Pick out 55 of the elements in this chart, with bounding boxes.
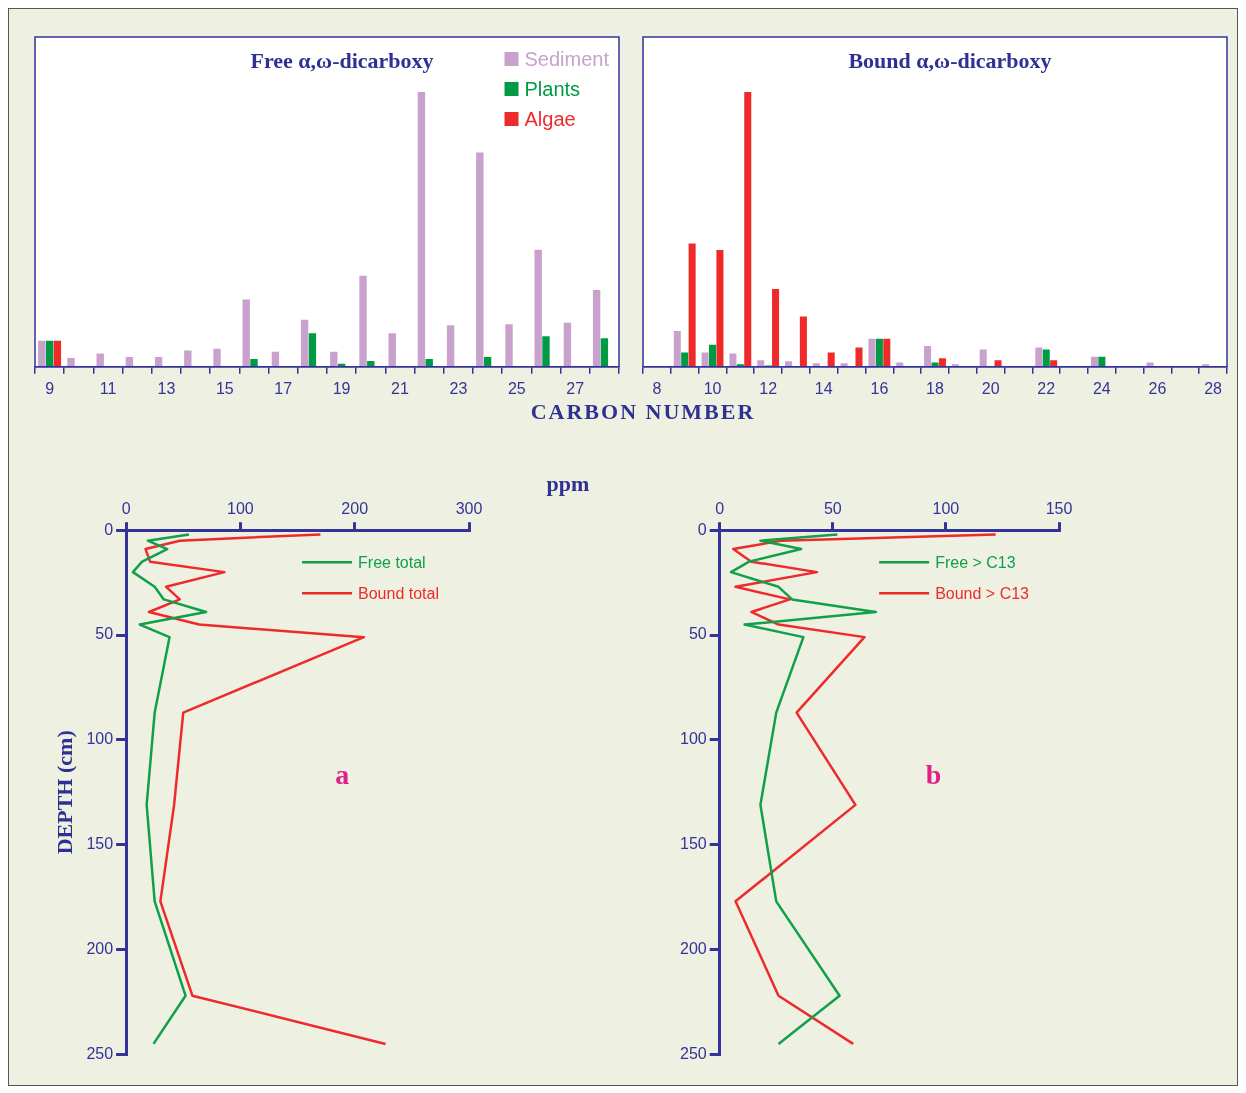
legend-label: Bound total — [358, 584, 439, 602]
x-tick-label: 28 — [1204, 379, 1223, 397]
x-tick-label: 14 — [814, 379, 833, 397]
x-axis-title: ppm — [545, 471, 591, 497]
legend-label: Plants — [524, 77, 581, 100]
y-tick-label: 250 — [86, 1044, 114, 1062]
x-tick-label: 100 — [227, 500, 254, 518]
x-tick-label: 19 — [332, 379, 351, 397]
legend-label: Bound > C13 — [935, 584, 1030, 602]
x-tick-label: 24 — [1092, 379, 1111, 397]
x-tick-label: 200 — [341, 500, 369, 518]
x-tick-label: 8 — [652, 379, 662, 397]
y-tick-label: 200 — [86, 939, 114, 957]
chart-title: Free α,ω-dicarboxy — [250, 47, 434, 73]
x-tick-label: 18 — [926, 379, 944, 397]
annotation: b — [925, 758, 942, 790]
y-tick-label: 150 — [86, 835, 114, 853]
x-tick-label: 13 — [157, 379, 176, 397]
x-tick-label: 23 — [449, 379, 468, 397]
y-tick-label: 150 — [679, 835, 707, 853]
x-tick-label: 0 — [121, 500, 131, 518]
x-tick-label: 0 — [715, 500, 725, 518]
x-tick-label: 9 — [45, 379, 55, 397]
y-tick-label: 0 — [697, 520, 707, 538]
x-tick-label: 22 — [1037, 379, 1056, 397]
x-tick-label: 27 — [566, 379, 585, 397]
y-tick-label: 0 — [104, 520, 114, 538]
x-tick-label: 12 — [759, 379, 778, 397]
x-tick-label: 21 — [391, 379, 409, 397]
y-tick-label: 100 — [86, 730, 114, 748]
x-tick-label: 26 — [1148, 379, 1167, 397]
x-axis-title: CARBON NUMBER — [529, 399, 757, 425]
x-tick-label: 300 — [455, 500, 483, 518]
legend-label: Sediment — [524, 47, 610, 70]
y-tick-label: 250 — [679, 1044, 707, 1062]
x-tick-label: 15 — [215, 379, 234, 397]
annotation: a — [335, 758, 350, 790]
x-tick-label: 100 — [932, 500, 960, 518]
legend-label: Algae — [524, 107, 576, 130]
legend-label: Free total — [358, 553, 426, 571]
x-tick-label: 11 — [99, 379, 117, 397]
y-tick-label: 200 — [679, 939, 707, 957]
x-tick-label: 10 — [703, 379, 722, 397]
y-axis-title: DEPTH (cm) — [51, 730, 77, 855]
y-tick-label: 50 — [688, 625, 707, 643]
x-tick-label: 50 — [823, 500, 842, 518]
x-tick-label: 16 — [870, 379, 889, 397]
x-tick-label: 25 — [507, 379, 526, 397]
x-tick-label: 20 — [981, 379, 1000, 397]
chart-title: Bound α,ω-dicarboxy — [848, 47, 1052, 73]
y-tick-label: 100 — [679, 730, 707, 748]
x-tick-label: 150 — [1045, 500, 1073, 518]
legend-label: Free > C13 — [935, 553, 1016, 571]
y-tick-label: 50 — [95, 625, 114, 643]
x-tick-label: 17 — [274, 379, 293, 397]
